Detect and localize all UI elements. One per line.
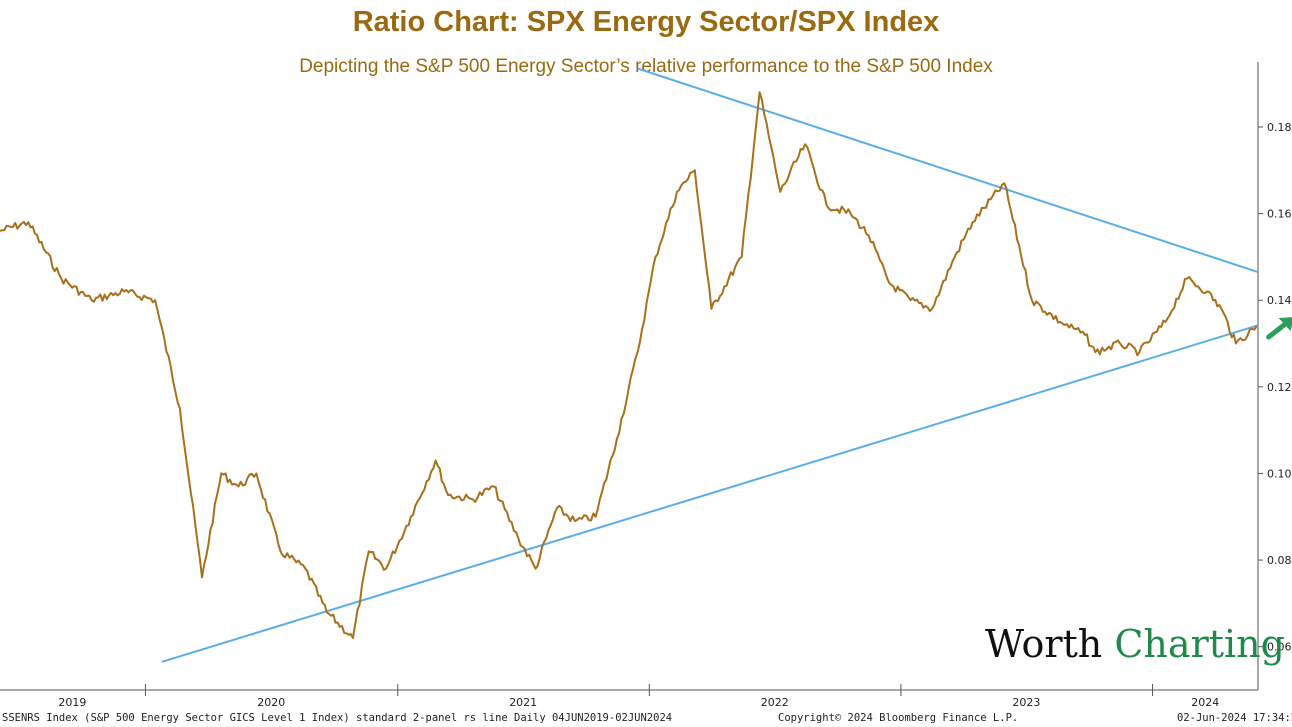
y-tick-label: 0.18 [1267,121,1292,134]
worth-charting-logo: Worth Charting [985,622,1285,666]
x-tick-label: 2022 [761,696,789,709]
chart-title: Ratio Chart: SPX Energy Sector/SPX Index [352,6,940,38]
trendlines [161,67,1259,663]
x-tick-label: 2023 [1012,696,1040,709]
series-group [0,91,1258,639]
arrow-shaft [1266,320,1290,340]
chart-subtitle: Depicting the S&P 500 Energy Sector’s re… [299,56,993,77]
logo-word-charting: Charting [1114,622,1285,666]
footer-source: SSENRS Index (S&P 500 Energy Sector GICS… [2,712,673,724]
footer-timestamp: 02-Jun-2024 17:34:51 [1177,712,1292,724]
x-axis-ticks: 2019 2020 2021 2022 2023 2024 [58,684,1219,709]
y-tick-label: 0.06 [1267,641,1292,654]
trendline [637,67,1259,274]
chart-axes [0,62,1259,691]
arrow-head [1278,317,1292,332]
y-tick-label: 0.12 [1267,381,1292,394]
x-tick-label: 2024 [1191,696,1219,709]
footer-copyright: Copyright© 2024 Bloomberg Finance L.P. [778,712,1019,724]
x-tick-label: 2019 [58,696,86,709]
x-tick-label: 2021 [509,696,537,709]
y-tick-label: 0.16 [1267,208,1292,221]
y-tick-label: 0.14 [1267,294,1292,307]
y-tick-label: 0.08 [1267,554,1292,567]
series-line [0,91,1258,639]
logo-word-worth: Worth [985,622,1103,666]
annotations [1266,317,1292,340]
trendline [161,324,1259,663]
y-axis-ticks: 0.18 0.16 0.14 0.12 0.10 0.08 0.06 [1258,121,1292,654]
x-tick-label: 2020 [257,696,285,709]
y-tick-label: 0.10 [1267,467,1292,480]
